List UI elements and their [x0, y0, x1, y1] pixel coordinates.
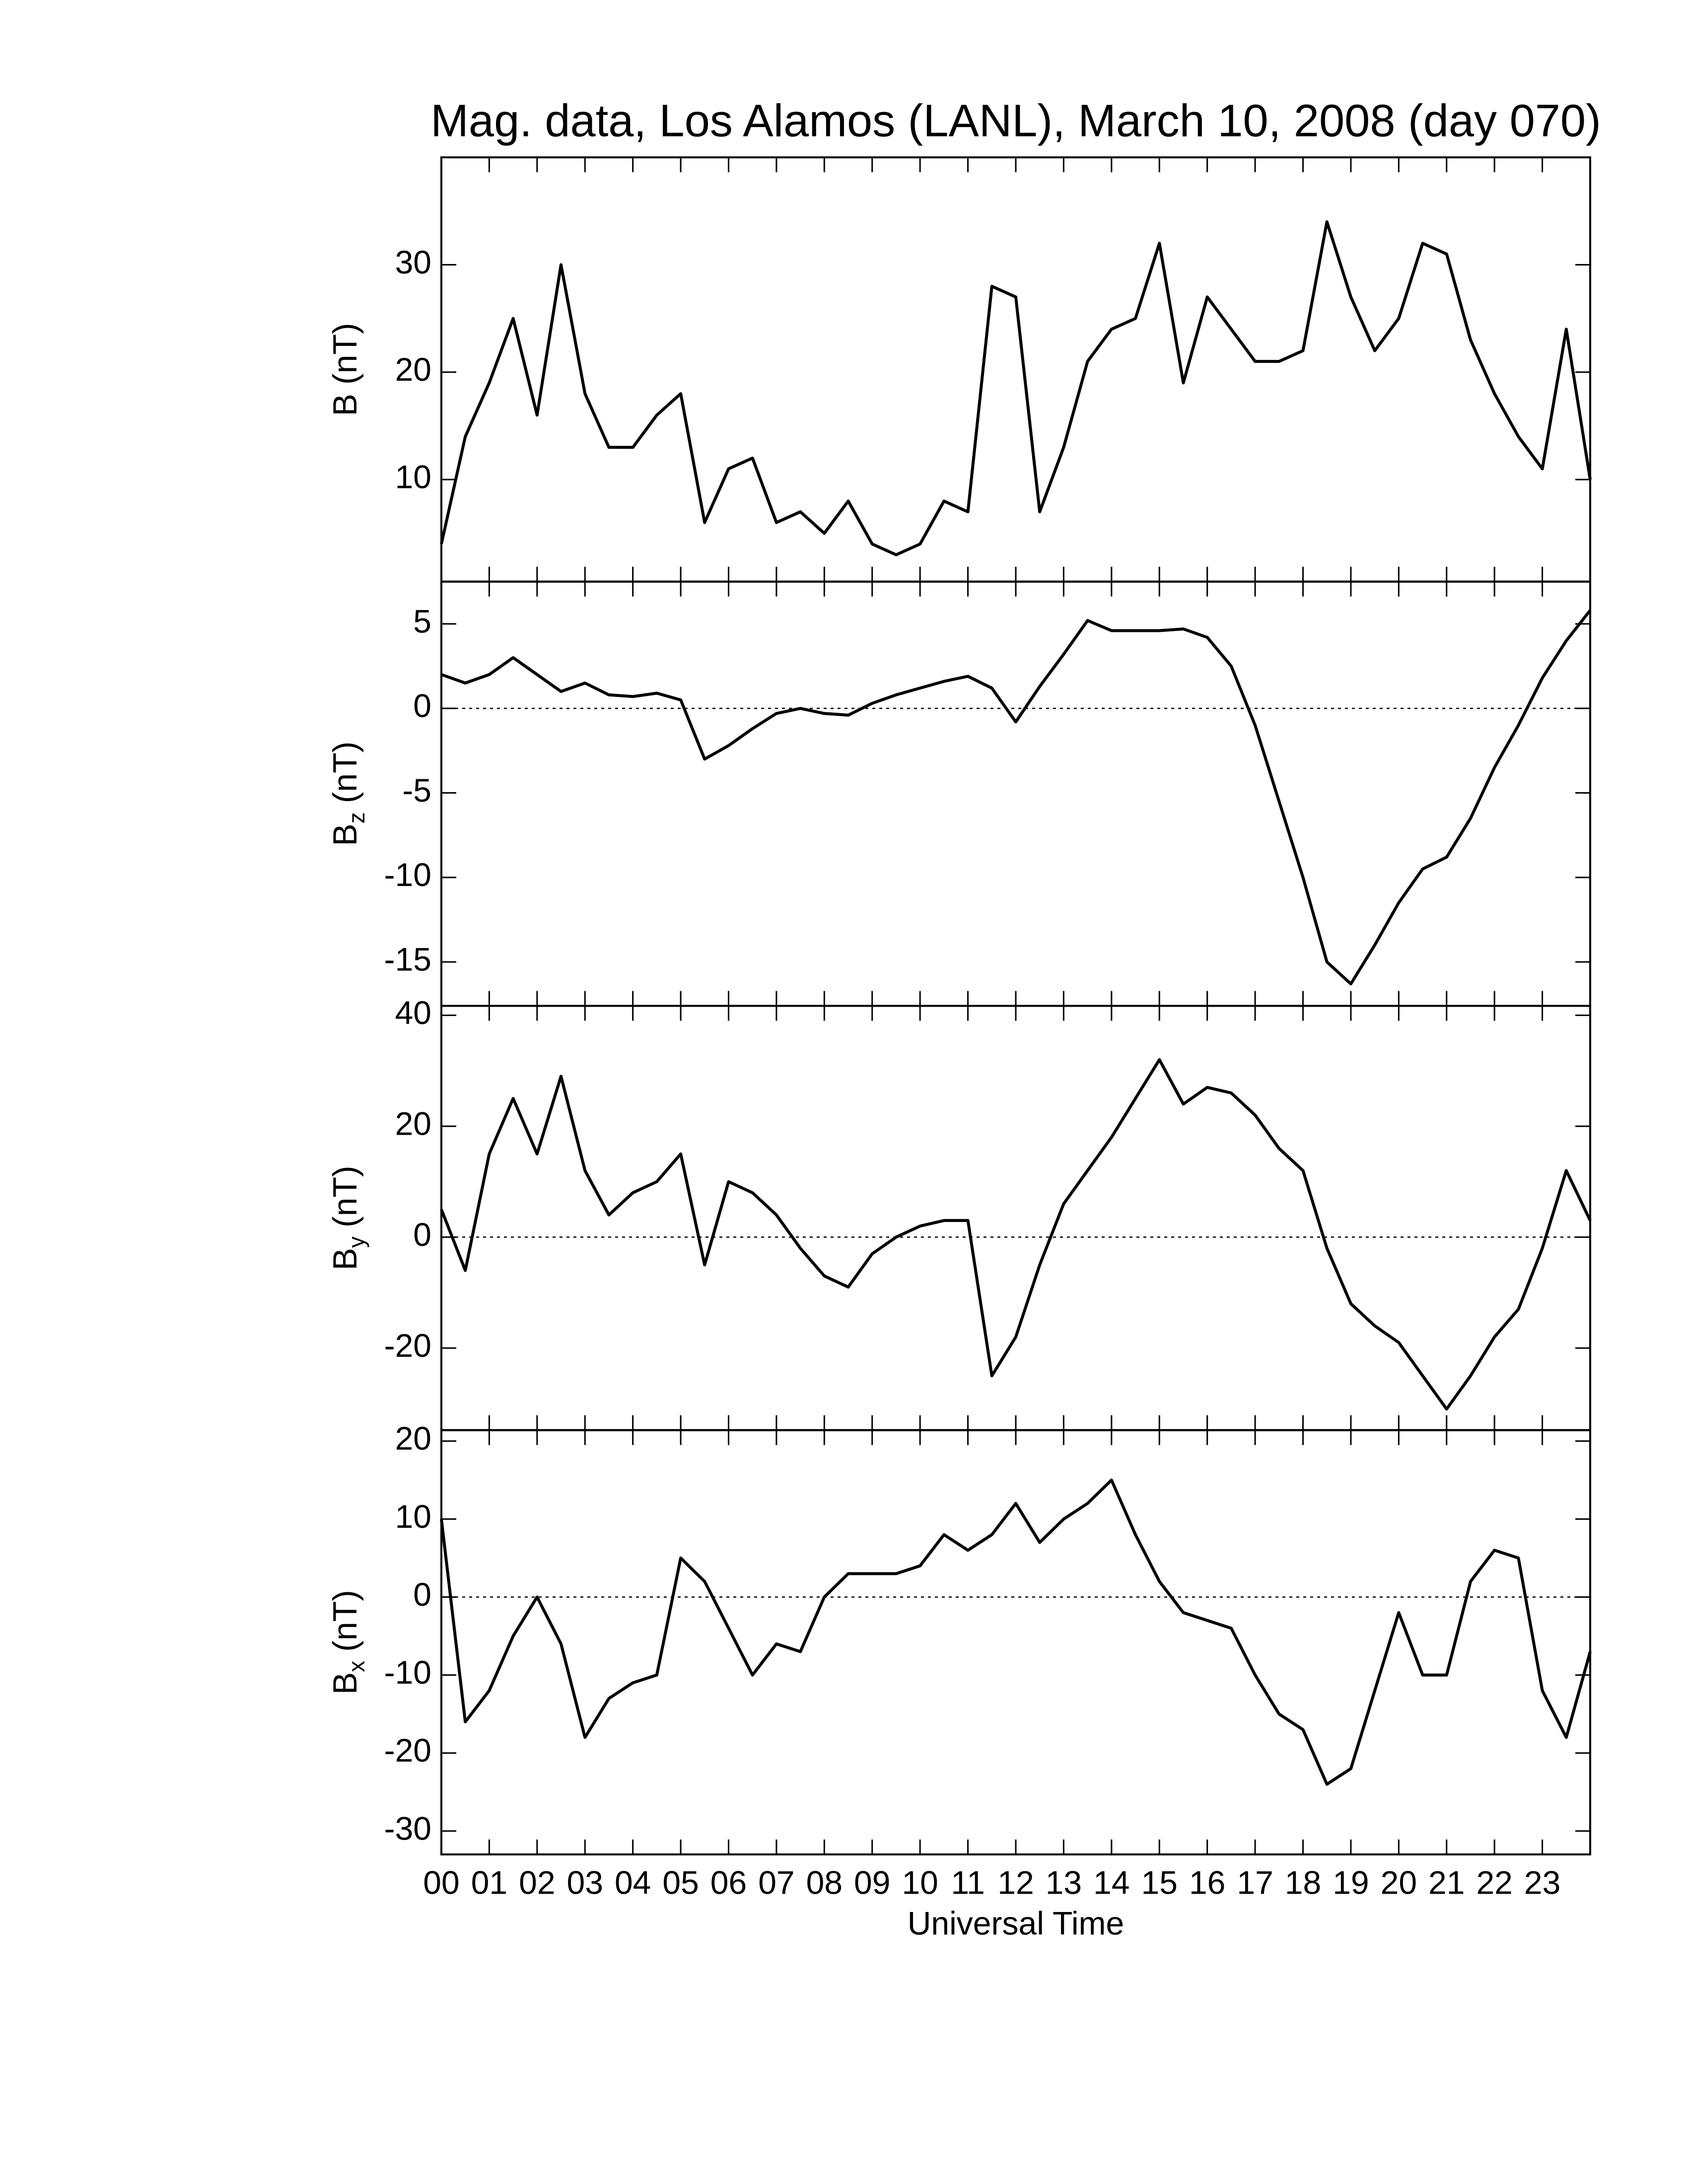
x-tick-label: 21 [1428, 1864, 1465, 1901]
y-tick-label: -10 [384, 856, 431, 893]
x-tick-label: 22 [1476, 1864, 1512, 1901]
y-axis-label: Bz (nT) [326, 742, 369, 846]
y-tick-label: -10 [384, 1654, 431, 1691]
y-tick-label: -30 [384, 1810, 431, 1846]
x-tick-label: 00 [423, 1864, 459, 1901]
panel-frame [440, 1005, 1591, 1432]
y-axis-label-main: B [326, 1248, 364, 1270]
y-tick-label: -20 [384, 1327, 431, 1364]
y-tick-label: 0 [413, 687, 431, 724]
x-tick-label: 08 [806, 1864, 843, 1901]
y-tick-label: 20 [395, 1105, 431, 1142]
x-tick-label: 20 [1381, 1864, 1417, 1901]
y-tick-label: 0 [413, 1576, 431, 1613]
x-tick-label: 07 [758, 1864, 794, 1901]
y-axis-label-main: B [326, 1672, 364, 1695]
x-tick-label: 11 [951, 1864, 985, 1901]
y-axis-label-unit: (nT) [326, 1165, 364, 1228]
data-line [440, 1058, 1592, 1411]
x-tick-label: 16 [1189, 1864, 1225, 1901]
x-tick-label: 03 [567, 1864, 603, 1901]
data-line [440, 1478, 1592, 1786]
y-axis-label-sub: z [344, 812, 369, 823]
y-tick-label: 40 [395, 994, 431, 1031]
x-tick-label: 12 [997, 1864, 1034, 1901]
x-tick-label: 15 [1141, 1864, 1178, 1901]
x-tick-label: 13 [1046, 1864, 1082, 1901]
x-tick-label: 02 [519, 1864, 555, 1901]
y-tick-label: -20 [384, 1732, 431, 1769]
y-axis-label: B (nT) [326, 323, 364, 416]
x-tick-label: 10 [902, 1864, 938, 1901]
x-tick-label: 04 [615, 1864, 651, 1901]
y-tick-label: 20 [395, 351, 431, 388]
x-tick-label: 14 [1093, 1864, 1129, 1901]
y-axis-label: By (nT) [326, 1165, 369, 1270]
panel-frame [440, 1429, 1591, 1855]
y-axis-label: Bx (nT) [326, 1590, 369, 1695]
y-tick-label: 30 [395, 244, 431, 280]
data-line [440, 609, 1592, 986]
x-tick-label: 17 [1237, 1864, 1273, 1901]
y-tick-label: 0 [413, 1216, 431, 1253]
y-tick-label: 5 [413, 603, 431, 639]
x-tick-label: 19 [1333, 1864, 1369, 1901]
panel-frame [440, 156, 1591, 583]
y-tick-label: 10 [395, 459, 431, 495]
x-tick-label: 18 [1285, 1864, 1321, 1901]
y-axis-label-main: B [326, 394, 364, 416]
y-axis-label-unit: (nT) [326, 1590, 364, 1652]
y-axis-label-main: B [326, 823, 364, 846]
x-tick-label: 01 [471, 1864, 507, 1901]
y-axis-label-sub: x [344, 1661, 369, 1672]
x-tick-label: 09 [854, 1864, 890, 1901]
chart-title: Mag. data, Los Alamos (LANL), March 10, … [430, 95, 1601, 146]
x-tick-label: 05 [662, 1864, 699, 1901]
x-axis-label: Universal Time [908, 1905, 1124, 1941]
x-tick-label: 23 [1524, 1864, 1560, 1901]
x-tick-label: 06 [710, 1864, 747, 1901]
y-tick-label: -15 [384, 941, 431, 977]
y-tick-label: -5 [402, 772, 431, 809]
y-tick-label: 20 [395, 1420, 431, 1457]
data-line [440, 220, 1592, 556]
y-axis-label-unit: (nT) [326, 742, 364, 804]
y-axis-label-sub: y [344, 1236, 369, 1248]
y-axis-label-unit: (nT) [326, 323, 364, 385]
panel-frame [440, 580, 1591, 1007]
y-tick-label: 10 [395, 1498, 431, 1535]
